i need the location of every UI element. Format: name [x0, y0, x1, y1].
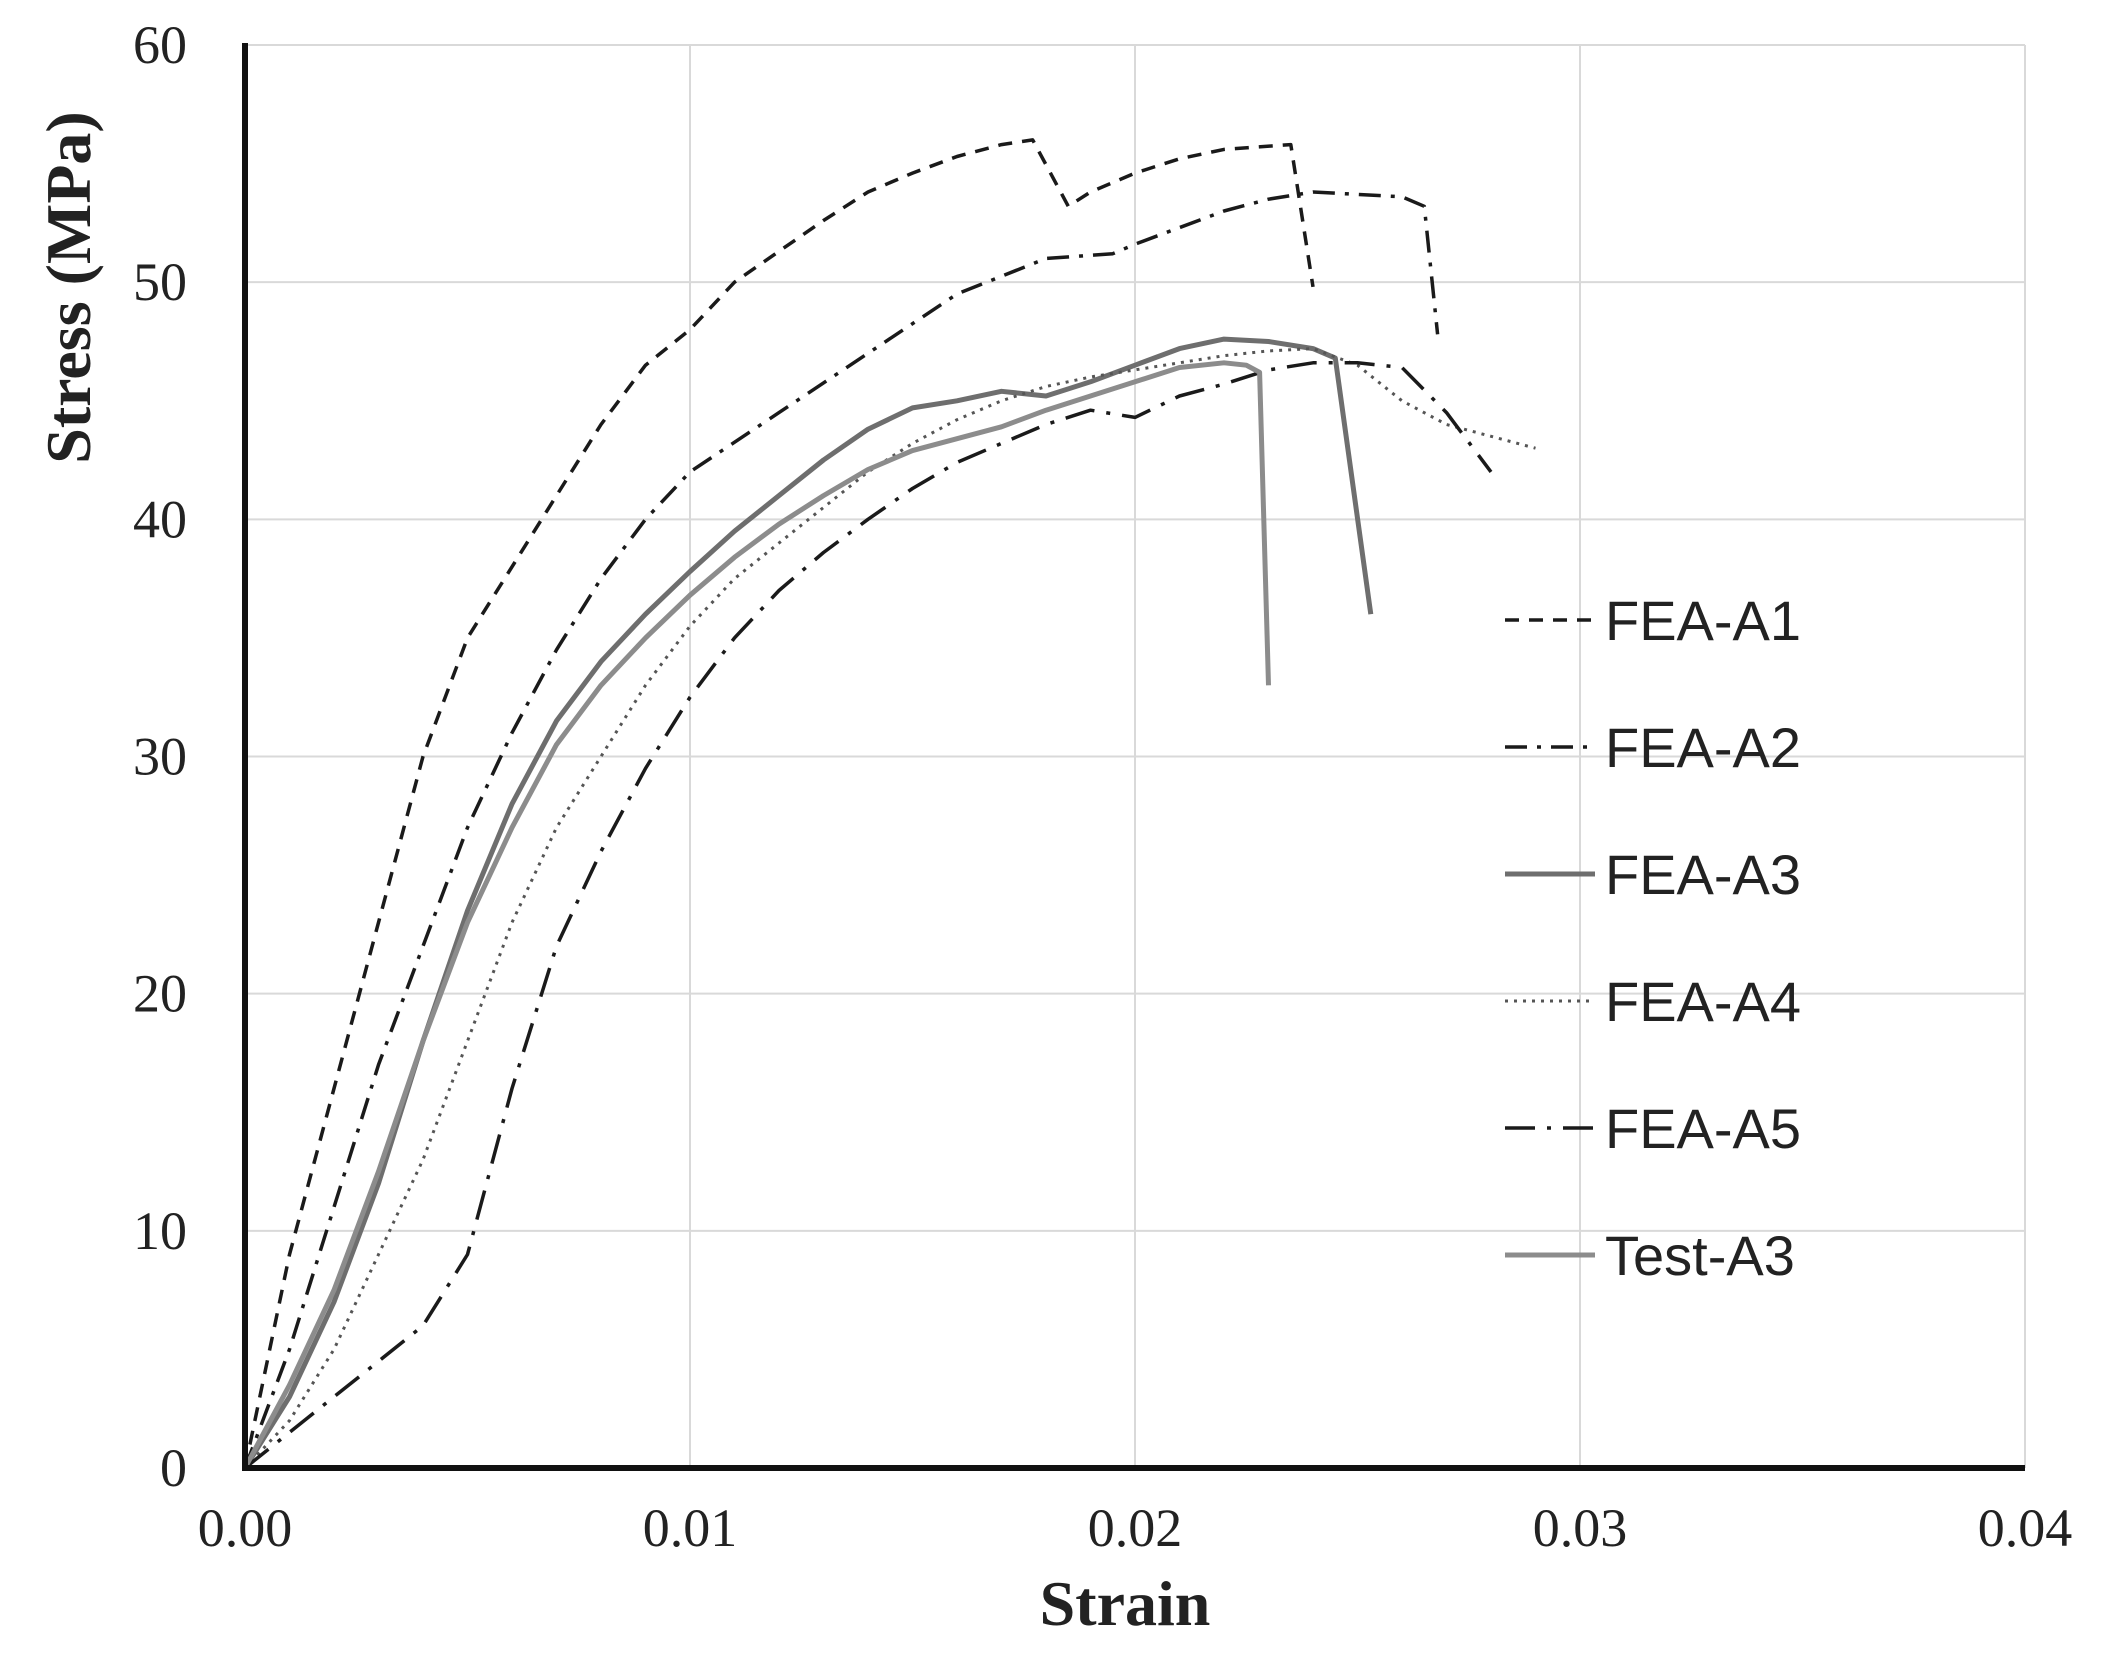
y-tick-label: 0 — [160, 1438, 187, 1498]
y-tick-label: 40 — [133, 489, 187, 549]
x-tick-label: 0.01 — [643, 1498, 738, 1558]
y-tick-label: 30 — [133, 727, 187, 787]
x-tick-label: 0.02 — [1088, 1498, 1183, 1558]
legend-label: FEA-A5 — [1605, 1097, 1801, 1160]
series-lines — [242, 138, 1536, 1470]
series-line-test-a3 — [242, 360, 1271, 1470]
y-tick-label: 10 — [133, 1201, 187, 1261]
y-axis-title: Stress (MPa) — [33, 111, 104, 464]
legend-label: FEA-A1 — [1605, 589, 1801, 652]
x-tick-label: 0.04 — [1978, 1498, 2073, 1558]
legend-label: FEA-A2 — [1605, 716, 1801, 779]
series-line-fea-a5 — [243, 361, 1493, 1470]
y-tick-label: 60 — [133, 15, 187, 75]
y-tick-label: 20 — [133, 964, 187, 1024]
legend-label: Test-A3 — [1605, 1224, 1795, 1287]
x-axis-title: Strain — [1040, 1568, 1211, 1639]
legend-label: FEA-A4 — [1605, 970, 1801, 1033]
x-tick-label: 0.00 — [198, 1498, 293, 1558]
series-line-fea-a2 — [243, 190, 1440, 1469]
tick-labels: 0 10 20 30 40 50 60 0.00 0.01 0.02 0.03 0.04 — [133, 15, 2072, 1558]
legend: FEA-A1 FEA-A2 FEA-A3 FEA-A4 FEA-A5 Test-A3 — [1505, 589, 1801, 1287]
series-line-fea-a1 — [243, 138, 1315, 1469]
legend-label: FEA-A3 — [1605, 843, 1801, 906]
axes — [242, 43, 2025, 1471]
y-tick-label: 50 — [133, 252, 187, 312]
x-tick-label: 0.03 — [1533, 1498, 1628, 1558]
